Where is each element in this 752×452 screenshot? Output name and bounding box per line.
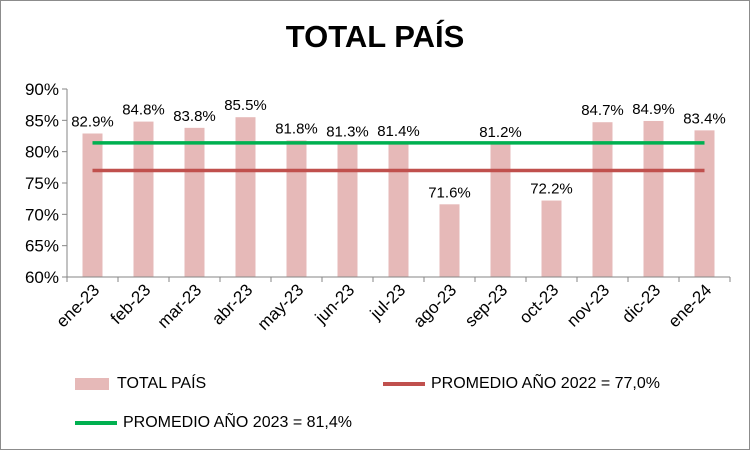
legend-item-avg-2023: PROMEDIO AÑO 2023 = 81,4% [75, 414, 352, 432]
data-label-mar-23: 83.8% [173, 108, 216, 125]
data-label-abr-23: 85.5% [224, 97, 267, 114]
y-tick-label: 80% [25, 143, 59, 162]
legend-item-avg-2022: PROMEDIO AÑO 2022 = 77,0% [383, 375, 660, 393]
bar-sep-23 [490, 144, 511, 277]
bar-abr-23 [235, 117, 256, 277]
bar-mar-23 [184, 127, 205, 277]
data-label-nov-23: 84.7% [581, 102, 624, 119]
x-tick-label-ago-23: ago-23 [409, 280, 460, 331]
bar-nov-23 [592, 122, 613, 277]
x-tick-label-ene-24: ene-24 [664, 280, 715, 331]
legend-swatch-avg-2023 [75, 421, 117, 425]
legend-label-avg-2022: PROMEDIO AÑO 2022 = 77,0% [431, 375, 660, 392]
data-label-may-23: 81.8% [275, 120, 318, 137]
x-tick-label-feb-23: feb-23 [107, 280, 155, 328]
x-tick-label-may-23: may-23 [254, 280, 308, 334]
data-label-ago-23: 71.6% [428, 184, 471, 201]
bar-dic-23 [643, 120, 664, 278]
data-label-oct-23: 72.2% [530, 181, 573, 198]
legend-swatch-avg-2022 [383, 382, 425, 386]
bar-ene-23 [82, 133, 103, 277]
bar-feb-23 [133, 121, 154, 277]
x-tick-label-jul-23: jul-23 [366, 280, 410, 324]
legend-item-total: TOTAL PAÍS [75, 375, 206, 393]
legend-label-total: TOTAL PAÍS [117, 375, 207, 392]
data-label-jun-23: 81.3% [326, 124, 369, 141]
x-tick-label-ene-23: ene-23 [52, 280, 103, 331]
y-tick-label: 75% [25, 174, 59, 193]
x-tick-label-oct-23: oct-23 [515, 280, 562, 327]
bar-oct-23 [541, 200, 562, 277]
y-tick-label: 90% [25, 80, 59, 99]
x-tick-label-abr-23: abr-23 [208, 280, 256, 328]
data-label-ene-24: 83.4% [683, 110, 726, 127]
bar-may-23 [286, 140, 307, 277]
chart-title: TOTAL PAÍS [285, 19, 465, 54]
y-tick-label: 70% [25, 205, 59, 224]
y-tick-label: 60% [25, 268, 59, 287]
legend-label-avg-2023: PROMEDIO AÑO 2023 = 81,4% [123, 414, 352, 431]
x-tick-label-mar-23: mar-23 [154, 280, 206, 332]
y-tick-label: 65% [25, 237, 59, 256]
data-label-feb-23: 84.8% [122, 102, 165, 119]
legend-swatch-bar [75, 378, 109, 390]
x-tick-label-sep-23: sep-23 [461, 280, 511, 330]
bar-ene-24 [694, 130, 715, 277]
x-tick-label-dic-23: dic-23 [618, 280, 664, 326]
bar-jun-23 [337, 143, 358, 277]
x-tick-label-nov-23: nov-23 [563, 280, 613, 330]
x-tick-label-jun-23: jun-23 [311, 280, 359, 328]
data-label-jul-23: 81.4% [377, 123, 420, 140]
bar-jul-23 [388, 142, 409, 277]
bar-ago-23 [439, 204, 460, 277]
data-label-ene-23: 82.9% [71, 113, 114, 130]
y-tick-label: 85% [25, 111, 59, 130]
data-label-dic-23: 84.9% [632, 101, 675, 118]
data-label-sep-23: 81.2% [479, 124, 522, 141]
